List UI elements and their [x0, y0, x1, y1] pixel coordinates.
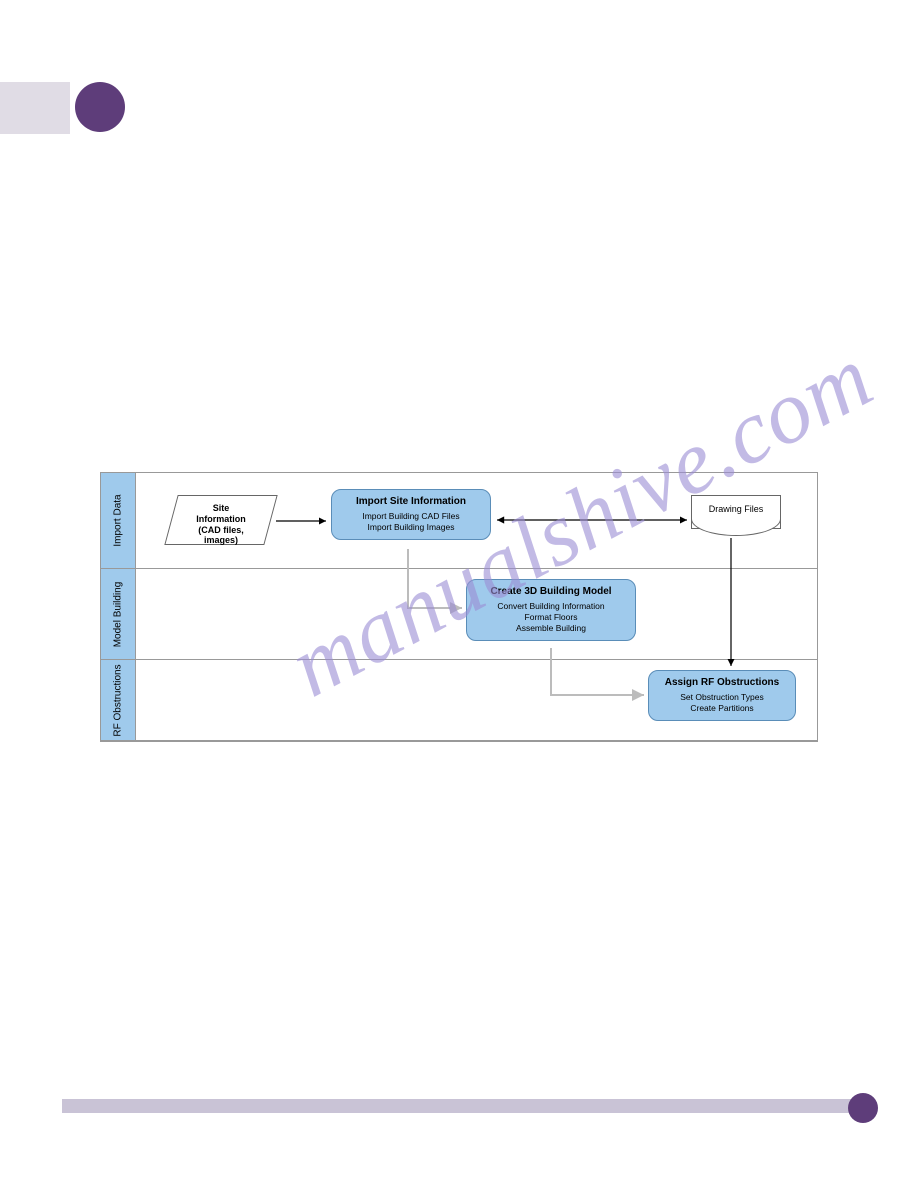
node-text: Create Partitions: [657, 703, 787, 714]
node-text: Information: [183, 514, 259, 525]
footer-circle: [848, 1093, 878, 1123]
swimlane-model-building: Model Building Create 3D Building Model …: [101, 569, 817, 660]
swimlane-rf-obstructions: RF Obstructions Assign RF Obstructions S…: [101, 660, 817, 741]
node-text: Convert Building Information: [475, 601, 627, 612]
node-text: Site: [183, 503, 259, 514]
node-text: images): [183, 535, 259, 546]
swimlane-import-data: Import Data Site Information (CAD files,…: [101, 473, 817, 569]
node-text: (CAD files,: [183, 525, 259, 536]
header-circle: [75, 82, 125, 132]
node-title: Create 3D Building Model: [475, 586, 627, 597]
node-create-3d: Create 3D Building Model Convert Buildin…: [466, 579, 636, 641]
lane-label-import: Import Data: [101, 473, 136, 568]
node-text: Drawing Files: [692, 504, 780, 515]
header-bar: [0, 82, 70, 134]
lane-label-rf: RF Obstructions: [101, 660, 136, 740]
node-text: Set Obstruction Types: [657, 692, 787, 703]
node-import-site: Import Site Information Import Building …: [331, 489, 491, 540]
node-text: Assemble Building: [475, 623, 627, 634]
arrow-import-drawing-bidir: [493, 515, 691, 527]
node-assign-rf: Assign RF Obstructions Set Obstruction T…: [648, 670, 796, 721]
lane-label-text: RF Obstructions: [113, 664, 124, 736]
lane-label-text: Model Building: [113, 581, 124, 647]
node-drawing-files: Drawing Files: [691, 495, 781, 529]
node-text: Import Building Images: [340, 522, 482, 533]
node-text: Format Floors: [475, 612, 627, 623]
node-title: Import Site Information: [340, 496, 482, 507]
lane-label-model: Model Building: [101, 569, 136, 659]
node-text: Import Building CAD Files: [340, 511, 482, 522]
node-title: Assign RF Obstructions: [657, 677, 787, 688]
node-site-info: Site Information (CAD files, images): [171, 495, 271, 545]
footer-bar: [62, 1099, 857, 1113]
flowchart-diagram: Import Data Site Information (CAD files,…: [100, 472, 818, 742]
lane-label-text: Import Data: [113, 494, 124, 546]
arrow-site-to-import: [276, 518, 331, 528]
